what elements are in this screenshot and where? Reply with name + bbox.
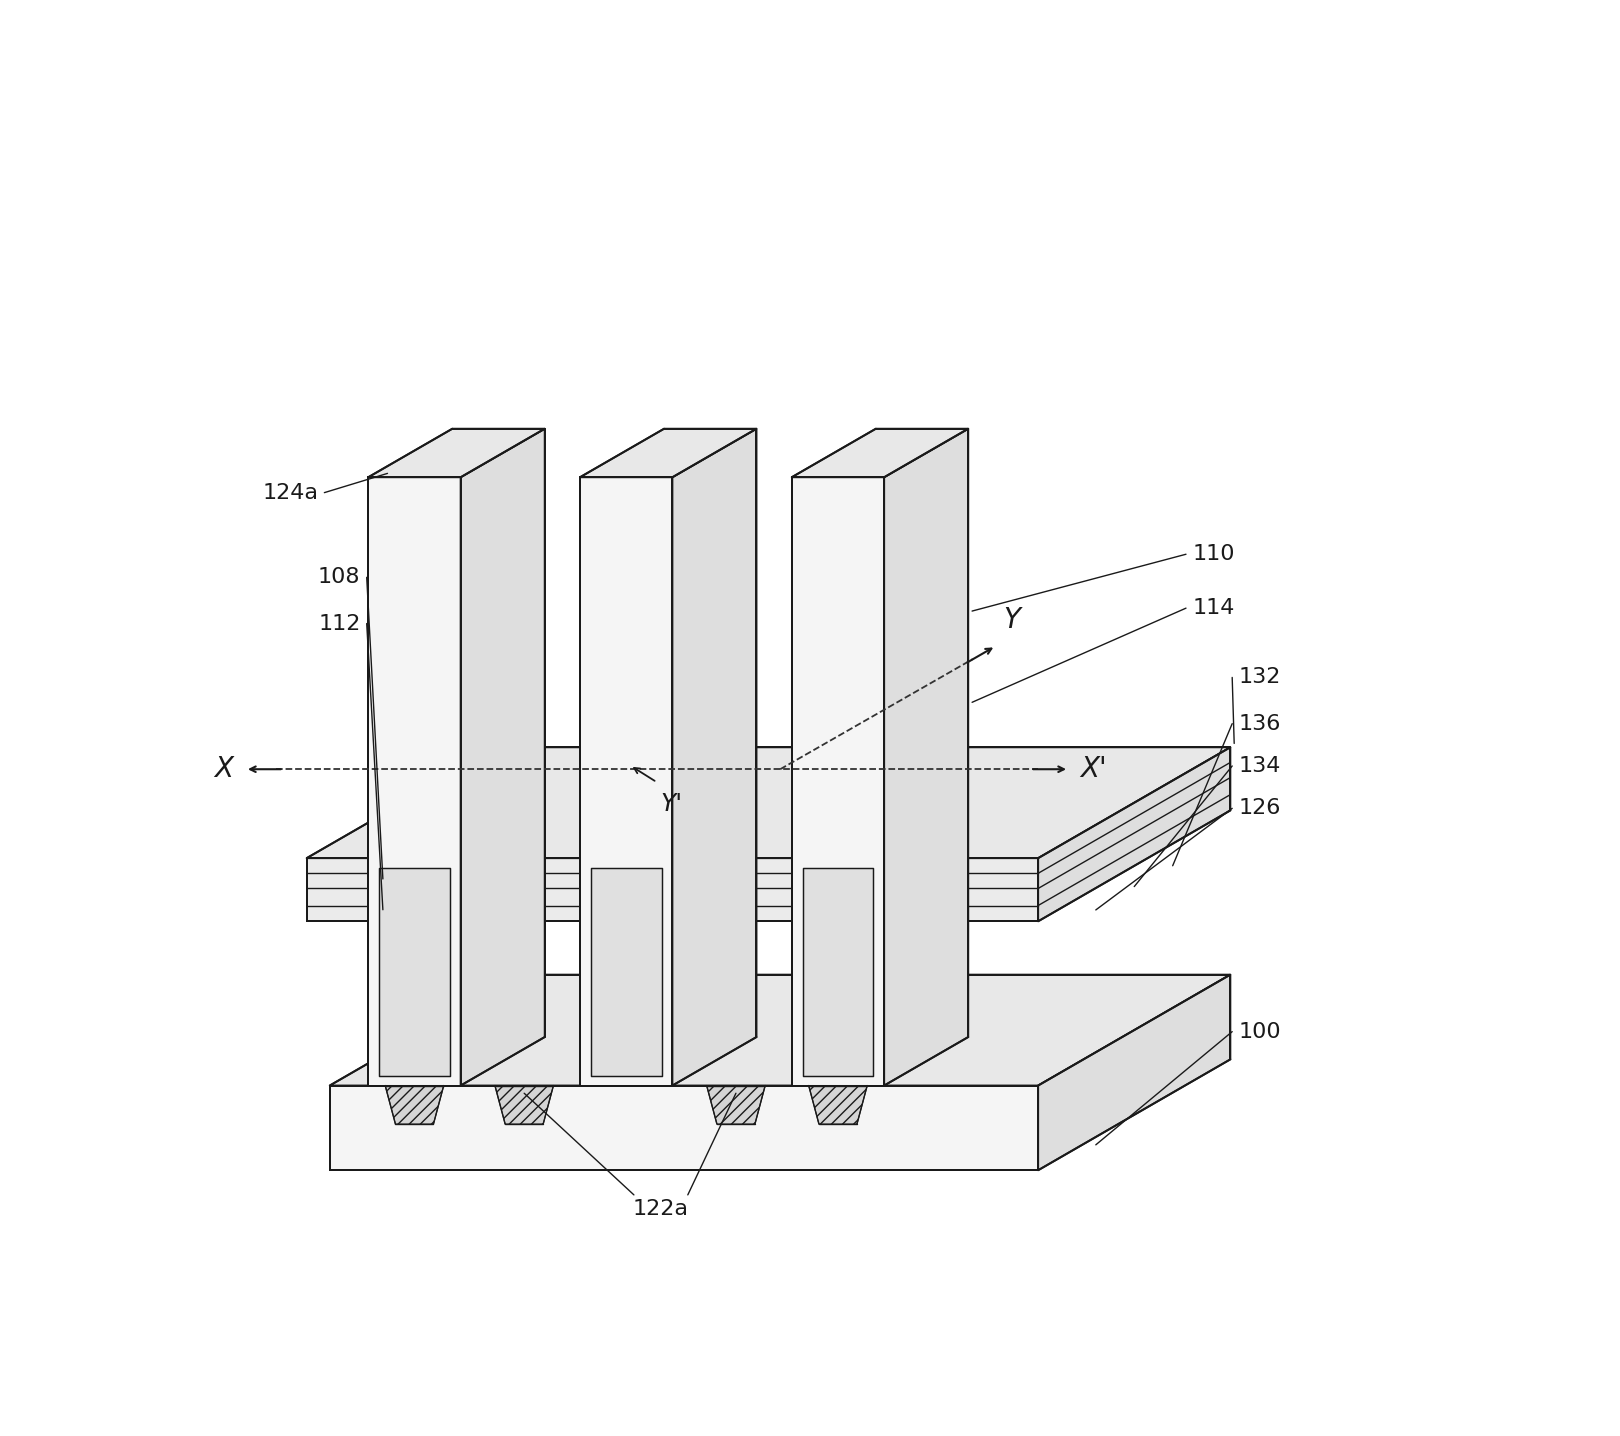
Text: X: X bbox=[214, 755, 233, 783]
Polygon shape bbox=[1038, 975, 1230, 1170]
Text: Y: Y bbox=[1003, 606, 1021, 635]
Text: Y': Y' bbox=[661, 793, 684, 816]
Polygon shape bbox=[792, 477, 885, 1086]
Text: 126: 126 bbox=[1238, 798, 1281, 819]
Polygon shape bbox=[580, 477, 672, 1086]
Polygon shape bbox=[672, 429, 757, 1086]
Text: 100: 100 bbox=[1238, 1021, 1281, 1041]
Polygon shape bbox=[306, 747, 1230, 859]
Polygon shape bbox=[306, 859, 1038, 922]
Polygon shape bbox=[706, 1086, 765, 1124]
Text: 132: 132 bbox=[1238, 668, 1281, 688]
Polygon shape bbox=[496, 1086, 554, 1124]
Polygon shape bbox=[368, 477, 460, 1086]
Polygon shape bbox=[368, 429, 544, 477]
Polygon shape bbox=[460, 429, 544, 1086]
Polygon shape bbox=[808, 1086, 867, 1124]
Text: X': X' bbox=[1081, 755, 1106, 783]
Polygon shape bbox=[1038, 747, 1230, 922]
Text: 136: 136 bbox=[1238, 714, 1281, 734]
Text: 122a: 122a bbox=[633, 1199, 688, 1219]
Polygon shape bbox=[330, 975, 1230, 1086]
Text: 108: 108 bbox=[318, 567, 361, 587]
Text: 134: 134 bbox=[1238, 755, 1281, 775]
Polygon shape bbox=[591, 867, 661, 1077]
Polygon shape bbox=[885, 429, 969, 1086]
Text: 110: 110 bbox=[1192, 544, 1234, 564]
Polygon shape bbox=[580, 429, 757, 477]
Polygon shape bbox=[330, 1086, 1038, 1170]
Polygon shape bbox=[802, 867, 873, 1077]
Text: 114: 114 bbox=[1192, 599, 1234, 617]
Text: 124a: 124a bbox=[262, 482, 318, 503]
Polygon shape bbox=[792, 429, 969, 477]
Polygon shape bbox=[386, 1086, 444, 1124]
Text: 112: 112 bbox=[318, 613, 361, 633]
Polygon shape bbox=[379, 867, 450, 1077]
